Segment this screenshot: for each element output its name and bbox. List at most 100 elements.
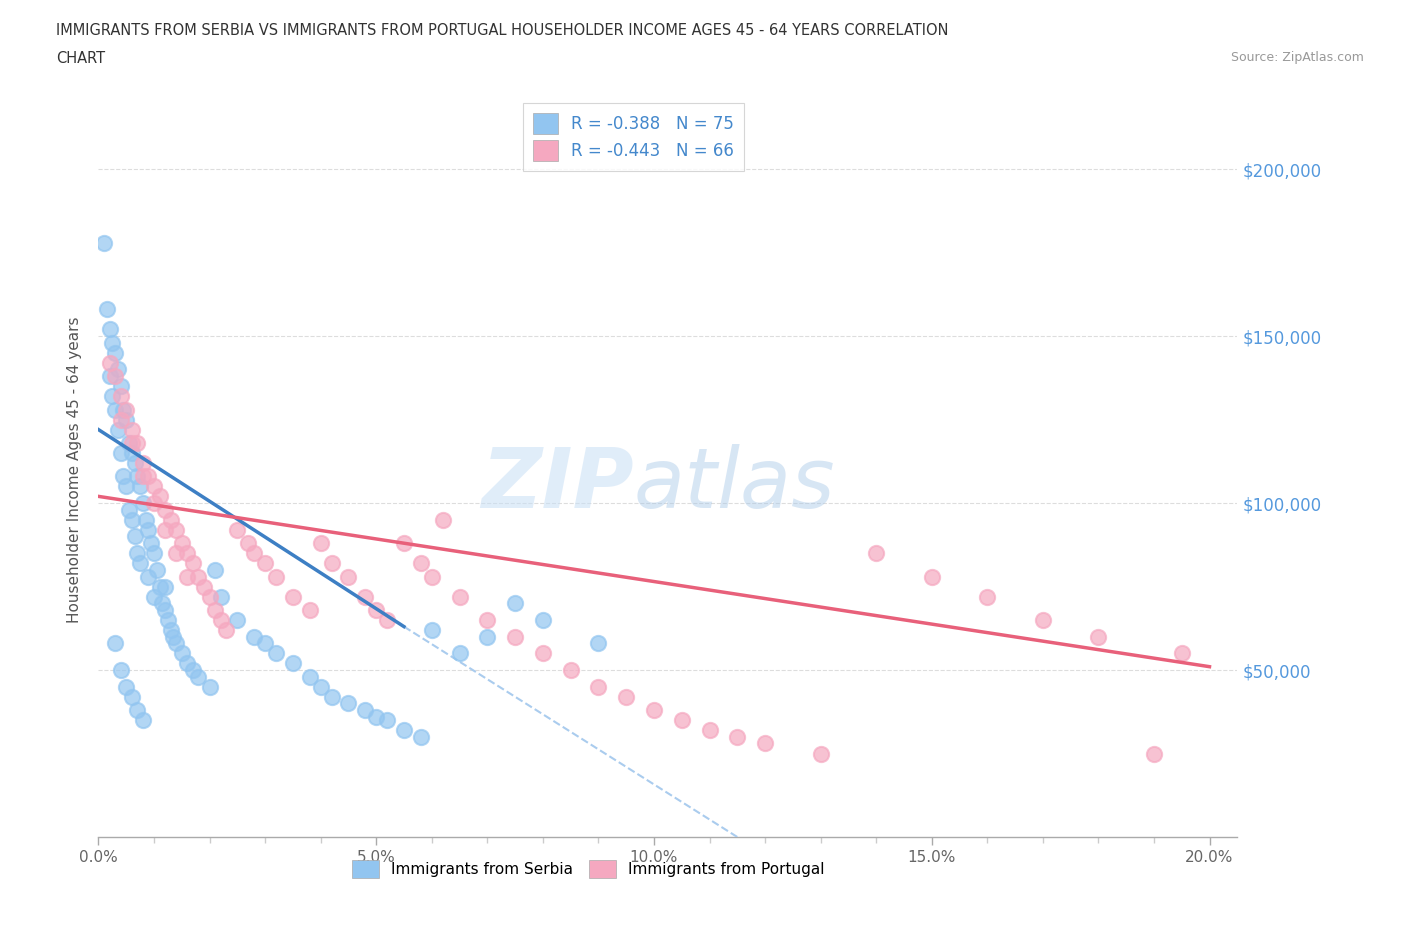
Point bbox=[198, 589, 221, 604]
Point bbox=[118, 435, 141, 450]
Point bbox=[115, 412, 138, 427]
Point bbox=[1143, 746, 1166, 761]
Point bbox=[110, 389, 132, 404]
Point bbox=[810, 746, 832, 761]
Point bbox=[104, 368, 127, 383]
Point bbox=[409, 556, 432, 571]
Legend: Immigrants from Serbia, Immigrants from Portugal: Immigrants from Serbia, Immigrants from … bbox=[346, 854, 831, 884]
Point bbox=[243, 630, 266, 644]
Point bbox=[156, 613, 179, 628]
Point bbox=[104, 402, 127, 417]
Point bbox=[531, 613, 554, 628]
Point bbox=[254, 636, 277, 651]
Point bbox=[264, 569, 287, 584]
Point bbox=[159, 622, 181, 637]
Point bbox=[115, 402, 138, 417]
Point bbox=[198, 679, 221, 694]
Point bbox=[93, 235, 115, 250]
Point bbox=[138, 569, 160, 584]
Point bbox=[129, 479, 152, 494]
Point bbox=[588, 636, 610, 651]
Point bbox=[614, 689, 637, 704]
Point bbox=[643, 703, 665, 718]
Text: CHART: CHART bbox=[56, 51, 105, 66]
Point bbox=[115, 679, 138, 694]
Point bbox=[107, 362, 129, 377]
Point bbox=[176, 569, 198, 584]
Point bbox=[264, 646, 287, 661]
Point bbox=[181, 662, 204, 677]
Point bbox=[420, 622, 443, 637]
Point bbox=[127, 469, 149, 484]
Point bbox=[238, 536, 260, 551]
Point bbox=[204, 603, 226, 618]
Point bbox=[193, 579, 215, 594]
Point bbox=[110, 379, 132, 393]
Point bbox=[204, 563, 226, 578]
Point bbox=[921, 569, 943, 584]
Point bbox=[141, 536, 163, 551]
Point bbox=[107, 422, 129, 437]
Point bbox=[215, 622, 238, 637]
Point bbox=[321, 556, 343, 571]
Point bbox=[124, 456, 146, 471]
Point bbox=[725, 729, 748, 744]
Point bbox=[375, 712, 398, 727]
Point bbox=[321, 689, 343, 704]
Point bbox=[531, 646, 554, 661]
Text: ZIP: ZIP bbox=[481, 444, 634, 525]
Point bbox=[145, 563, 167, 578]
Point bbox=[150, 596, 173, 611]
Point bbox=[754, 736, 776, 751]
Point bbox=[165, 636, 187, 651]
Point bbox=[143, 546, 166, 561]
Point bbox=[121, 689, 143, 704]
Point bbox=[560, 662, 582, 677]
Point bbox=[148, 489, 170, 504]
Point bbox=[392, 723, 415, 737]
Point bbox=[209, 613, 232, 628]
Y-axis label: Householder Income Ages 45 - 64 years: Householder Income Ages 45 - 64 years bbox=[67, 316, 83, 623]
Point bbox=[976, 589, 998, 604]
Point bbox=[112, 469, 135, 484]
Point bbox=[1087, 630, 1109, 644]
Point bbox=[366, 603, 388, 618]
Point bbox=[181, 556, 204, 571]
Point bbox=[104, 345, 127, 360]
Point bbox=[503, 630, 526, 644]
Point bbox=[121, 512, 143, 527]
Point bbox=[132, 496, 155, 511]
Text: IMMIGRANTS FROM SERBIA VS IMMIGRANTS FROM PORTUGAL HOUSEHOLDER INCOME AGES 45 - : IMMIGRANTS FROM SERBIA VS IMMIGRANTS FRO… bbox=[56, 23, 949, 38]
Point bbox=[115, 479, 138, 494]
Point bbox=[153, 603, 176, 618]
Point bbox=[110, 445, 132, 460]
Point bbox=[432, 512, 454, 527]
Point bbox=[110, 662, 132, 677]
Point bbox=[129, 556, 152, 571]
Point bbox=[187, 670, 209, 684]
Point bbox=[699, 723, 721, 737]
Point bbox=[127, 546, 149, 561]
Point bbox=[449, 646, 471, 661]
Point bbox=[226, 523, 249, 538]
Point bbox=[127, 435, 149, 450]
Point bbox=[132, 469, 155, 484]
Point bbox=[162, 630, 184, 644]
Point bbox=[98, 355, 121, 370]
Point bbox=[1032, 613, 1054, 628]
Point bbox=[420, 569, 443, 584]
Point bbox=[449, 589, 471, 604]
Point bbox=[298, 670, 321, 684]
Point bbox=[671, 712, 693, 727]
Point bbox=[281, 656, 304, 671]
Text: atlas: atlas bbox=[634, 444, 835, 525]
Point bbox=[159, 512, 181, 527]
Point bbox=[209, 589, 232, 604]
Point bbox=[127, 703, 149, 718]
Point bbox=[121, 422, 143, 437]
Point bbox=[309, 679, 332, 694]
Point bbox=[477, 630, 499, 644]
Point bbox=[153, 523, 176, 538]
Point bbox=[132, 712, 155, 727]
Point bbox=[165, 523, 187, 538]
